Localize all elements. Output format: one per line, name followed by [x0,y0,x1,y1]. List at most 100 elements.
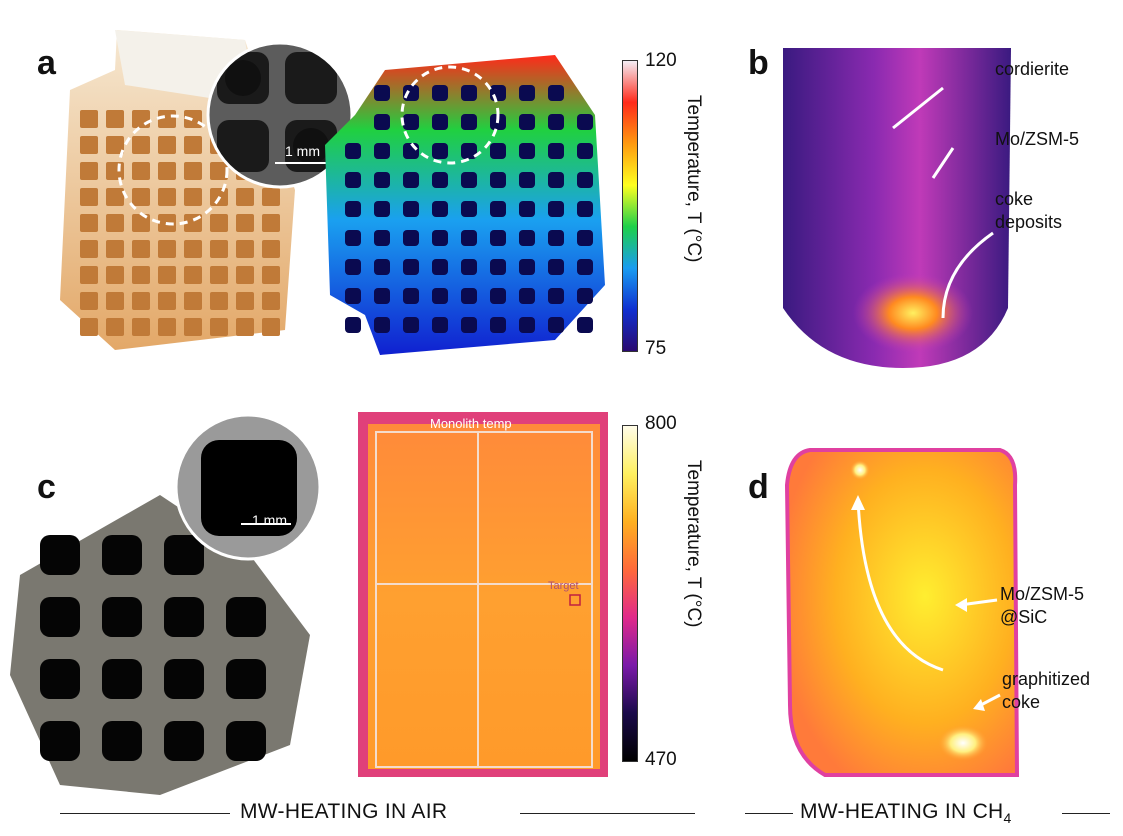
honeycomb-cell [461,143,477,159]
honeycomb-cell [40,597,80,637]
honeycomb-cell [577,172,593,188]
honeycomb-cell [490,85,506,101]
honeycomb-cell [432,288,448,304]
honeycomb-cell [158,136,176,154]
honeycomb-cell [210,214,228,232]
honeycomb-cell [226,721,266,761]
honeycomb-cell [403,114,419,130]
honeycomb-cell [106,188,124,206]
honeycomb-cell [80,188,98,206]
honeycomb-cell [374,259,390,275]
honeycomb-cell [345,172,361,188]
honeycomb-cell [80,136,98,154]
honeycomb-cell [158,110,176,128]
honeycomb-cell [164,535,204,575]
honeycomb-cell [106,292,124,310]
honeycomb-cell [432,143,448,159]
honeycomb-cell [519,201,535,217]
honeycomb-cell [519,288,535,304]
honeycomb-cell [548,172,564,188]
honeycomb-cell [490,288,506,304]
annotation-mozsm5-b: Mo/ZSM-5 [995,129,1080,149]
colorbar-a [622,60,638,352]
target-label-c: Target [548,580,579,592]
honeycomb-cell [461,85,477,101]
honeycomb-cell [461,259,477,275]
honeycomb-cell [490,172,506,188]
honeycomb-cell [184,292,202,310]
honeycomb-cell [262,214,280,232]
thermal-label-c: Monolith temp [430,416,512,431]
honeycomb-cell [432,259,448,275]
honeycomb-cell [184,266,202,284]
honeycomb-cell [132,318,150,336]
honeycomb-cell [210,292,228,310]
honeycomb-cell [158,162,176,180]
honeycomb-cell [102,597,142,637]
annotation-mozsm5-sic: Mo/ZSM-5 @SiC [1000,584,1085,627]
footer-label-ch4: MW-HEATING IN CH4 [800,800,1012,826]
thermal-image-d [784,448,1020,777]
honeycomb-cell [432,317,448,333]
honeycomb-cell [262,292,280,310]
honeycomb-cell [374,85,390,101]
honeycomb-cell [262,188,280,206]
honeycomb-cell [158,240,176,258]
honeycomb-cell [461,114,477,130]
honeycomb-cell [262,266,280,284]
honeycomb-cell [262,318,280,336]
honeycomb-cell [210,162,228,180]
honeycomb-cell [106,318,124,336]
honeycomb-cell [548,114,564,130]
honeycomb-cell [345,259,361,275]
honeycomb-cell [519,143,535,159]
honeycomb-cell [345,317,361,333]
honeycomb-cell [432,201,448,217]
honeycomb-cell [461,317,477,333]
honeycomb-cell [577,288,593,304]
thermal-image-c [358,412,608,777]
honeycomb-cell [490,143,506,159]
honeycomb-cell [432,230,448,246]
honeycomb-cell [403,317,419,333]
honeycomb-cell [461,288,477,304]
honeycomb-cell [164,721,204,761]
colorbar-a-max: 120 [645,50,677,71]
colorbar-c-title: Temperature, T (°C) [683,460,704,628]
panel-label-d: d [748,468,769,506]
honeycomb-cell [106,240,124,258]
honeycomb-cell [102,721,142,761]
honeycomb-cell [158,318,176,336]
annotation-cordierite: cordierite [995,59,1070,79]
honeycomb-cell [236,318,254,336]
footer-rule-right-a [745,813,793,814]
honeycomb-cell [461,201,477,217]
honeycomb-cell [210,240,228,258]
footer-rule-left-a [60,813,230,814]
honeycomb-cell [132,214,150,232]
honeycomb-cell [577,114,593,130]
honeycomb-cell [403,85,419,101]
thermal-image-b [783,48,1011,368]
honeycomb-cell [490,259,506,275]
honeycomb-cell [80,110,98,128]
honeycomb-cell [403,201,419,217]
honeycomb-cell [158,188,176,206]
footer-ch4-prefix: MW-HEATING IN CH [800,800,1004,823]
honeycomb-cell [403,259,419,275]
footer-label-air: MW-HEATING IN AIR [240,800,448,823]
honeycomb-cell [577,230,593,246]
honeycomb-cell [106,162,124,180]
honeycomb-cell [80,318,98,336]
honeycomb-cell [164,659,204,699]
thermal-image-a [325,55,605,355]
panel-label-b: b [748,44,769,82]
honeycomb-cell [374,143,390,159]
honeycomb-cell [106,110,124,128]
honeycomb-cell [374,114,390,130]
footer-ch4-subscript: 4 [1003,810,1012,827]
honeycomb-cell [490,230,506,246]
panel-label-c: c [37,468,56,506]
honeycomb-cell [40,721,80,761]
honeycomb-cell [132,110,150,128]
